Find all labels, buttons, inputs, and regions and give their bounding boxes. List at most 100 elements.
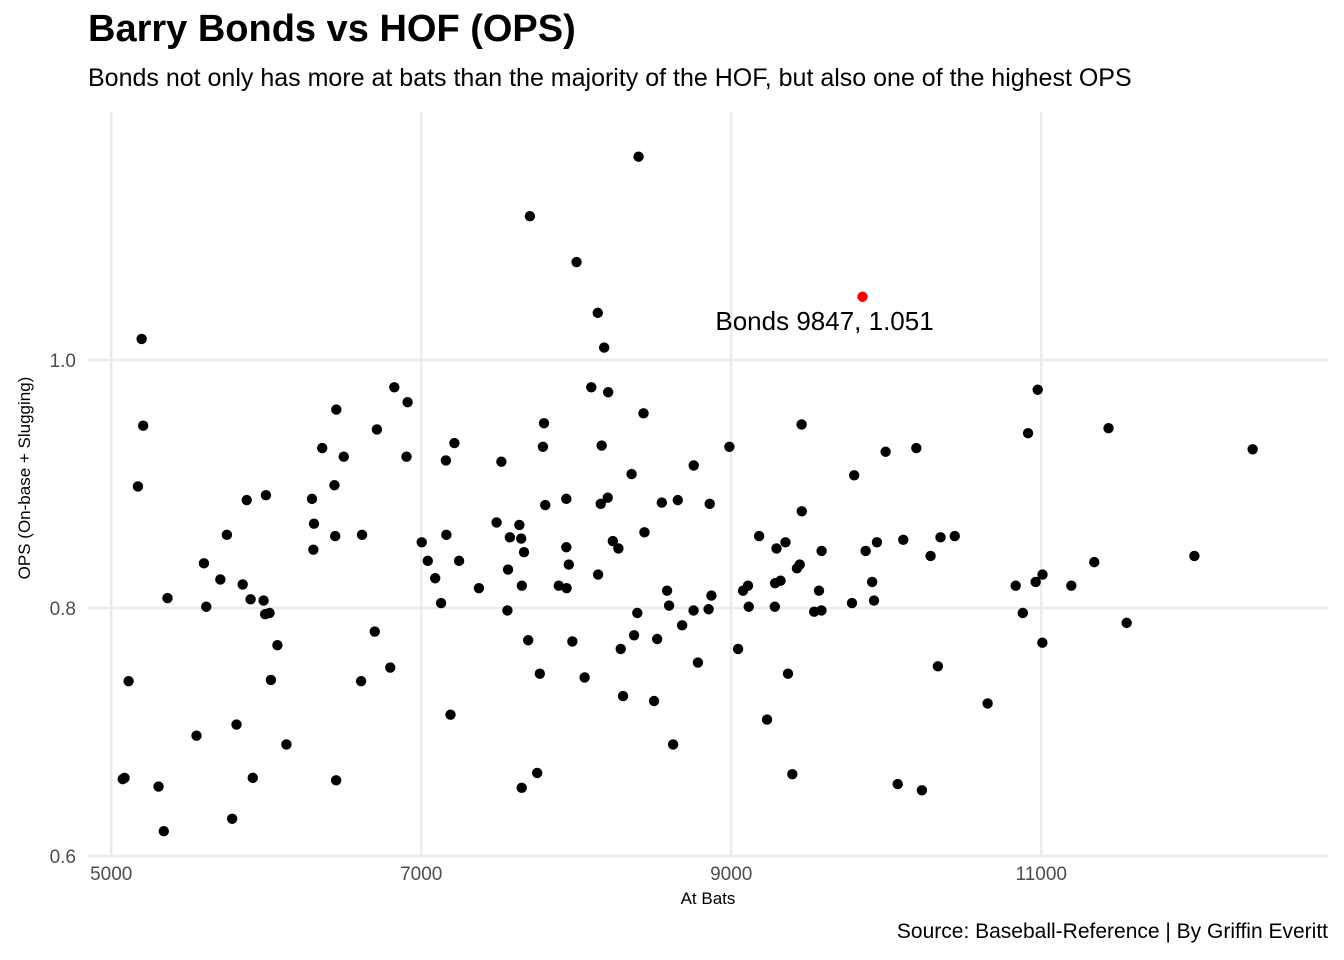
data-point	[796, 419, 807, 430]
data-point	[592, 307, 603, 319]
data-point	[473, 582, 485, 594]
data-point	[563, 559, 575, 570]
data-point	[1089, 556, 1100, 568]
data-point	[516, 580, 528, 591]
y-axis-title: OPS (On-base + Slugging)	[15, 377, 34, 580]
data-point	[860, 545, 871, 557]
data-point	[911, 442, 922, 454]
data-point	[628, 630, 640, 641]
data-point	[561, 542, 572, 553]
data-point	[648, 695, 660, 707]
data-point	[1121, 617, 1132, 629]
data-point	[226, 813, 238, 824]
data-point	[221, 529, 233, 541]
data-point	[537, 441, 549, 452]
data-point	[514, 519, 525, 531]
data-point	[330, 530, 341, 542]
data-point	[571, 256, 582, 268]
data-point	[502, 605, 513, 616]
data-point	[586, 382, 597, 393]
data-point	[925, 550, 936, 562]
data-point	[598, 342, 610, 353]
data-point	[602, 492, 613, 503]
data-point	[422, 555, 433, 567]
data-point	[385, 662, 396, 673]
data-point	[516, 782, 527, 793]
data-point	[561, 582, 572, 594]
grid-layer	[88, 112, 1328, 858]
bonds-point	[857, 291, 868, 302]
data-point	[880, 446, 891, 457]
data-point	[153, 781, 164, 792]
data-point	[935, 532, 946, 543]
data-point	[688, 605, 699, 616]
data-point	[916, 785, 928, 796]
data-point	[632, 607, 643, 619]
data-point	[306, 493, 318, 505]
data-point	[516, 533, 527, 544]
data-point	[538, 418, 550, 429]
data-point	[638, 408, 649, 419]
data-point	[761, 714, 773, 725]
data-point	[231, 719, 242, 730]
data-point	[667, 739, 679, 750]
data-point	[272, 640, 283, 651]
data-point	[402, 396, 413, 408]
data-point	[595, 498, 606, 510]
x-tick-label: 7000	[400, 864, 442, 885]
data-point	[329, 480, 340, 491]
data-point	[592, 569, 604, 580]
data-point	[651, 633, 663, 645]
data-point	[596, 440, 607, 451]
data-point	[672, 494, 683, 506]
data-point	[868, 595, 880, 606]
data-point	[848, 470, 860, 481]
data-point	[613, 543, 624, 554]
y-tick-label: 1.0	[50, 351, 76, 372]
data-point	[237, 579, 248, 590]
data-point	[663, 600, 675, 611]
data-point	[553, 580, 564, 591]
x-tick-label: 5000	[90, 864, 132, 885]
x-tick-label: 9000	[710, 864, 752, 885]
data-point	[247, 772, 258, 784]
data-point	[780, 537, 791, 548]
data-point	[491, 517, 502, 528]
data-point	[706, 590, 717, 601]
data-point	[524, 210, 536, 222]
data-point	[389, 382, 400, 393]
data-point	[787, 768, 798, 780]
x-tick-label: 11000	[1016, 864, 1067, 885]
data-point	[123, 675, 134, 687]
data-point	[866, 576, 878, 588]
data-point	[518, 547, 530, 558]
chart-title: Barry Bonds vs HOF (OPS)	[88, 8, 576, 50]
data-point	[1103, 423, 1114, 434]
data-point	[871, 537, 883, 548]
data-point	[1037, 569, 1048, 580]
data-point	[245, 594, 256, 605]
chart-subtitle: Bonds not only has more at bats than the…	[88, 64, 1132, 92]
data-point	[369, 626, 380, 637]
data-point	[441, 529, 452, 541]
ticks-layer: 5000 7000 9000 11000 0.6 0.8 1.0	[50, 351, 1067, 885]
data-point	[743, 601, 754, 612]
data-point	[198, 558, 210, 569]
data-point	[898, 534, 909, 545]
data-point	[816, 605, 827, 616]
bonds-label: Bonds 9847, 1.051	[715, 306, 933, 336]
data-point	[769, 601, 781, 612]
data-point	[639, 527, 650, 538]
data-point	[241, 494, 252, 506]
data-point	[430, 573, 441, 584]
data-point	[1037, 637, 1048, 648]
data-point	[355, 675, 367, 687]
data-point	[607, 535, 619, 547]
data-point	[1017, 607, 1029, 619]
data-point	[331, 404, 342, 415]
data-point	[626, 468, 637, 480]
data-point	[617, 690, 629, 702]
data-point	[308, 544, 319, 555]
data-point	[1247, 444, 1258, 455]
y-tick-label: 0.6	[50, 847, 76, 868]
